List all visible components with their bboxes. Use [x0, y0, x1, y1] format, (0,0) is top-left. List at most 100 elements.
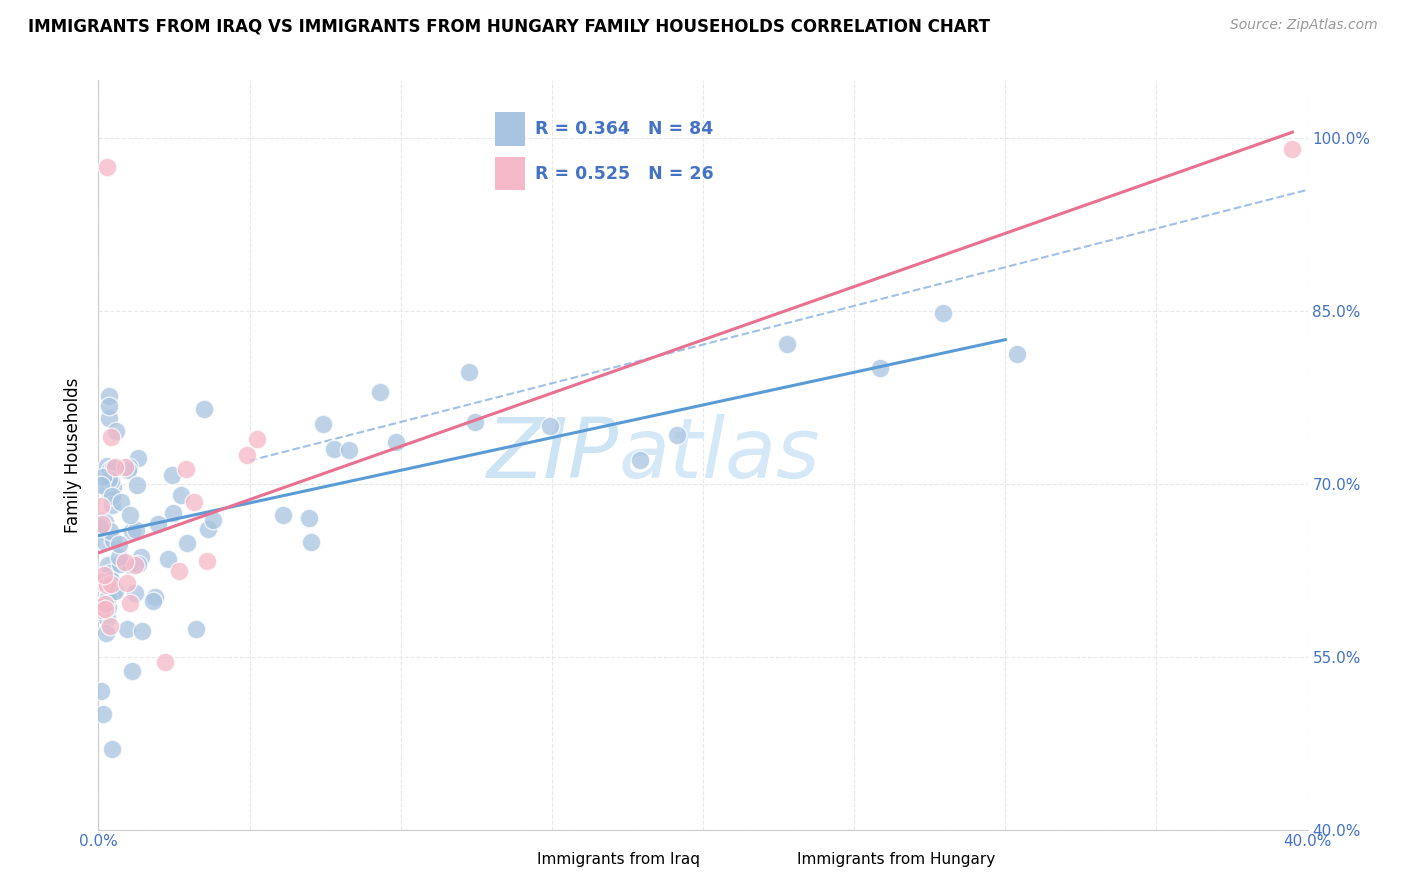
Point [100, 498, 122, 512]
Point [195, 554, 218, 568]
Point [193, 402, 215, 417]
Point [97, 590, 120, 604]
Point [183, 495, 205, 509]
Point [458, 365, 481, 379]
Point [89, 514, 111, 528]
Point [1281, 143, 1303, 157]
Point [628, 453, 651, 467]
Point [121, 524, 143, 538]
Point [124, 558, 146, 572]
Point [538, 419, 561, 434]
Point [100, 574, 122, 588]
Point [153, 656, 176, 670]
Point [94, 626, 117, 640]
Point [666, 428, 689, 442]
Text: Immigrants from Hungary: Immigrants from Hungary [797, 853, 995, 867]
Point [90, 477, 112, 491]
Point [176, 536, 198, 550]
Point [100, 474, 122, 488]
Point [104, 459, 127, 474]
Point [114, 555, 136, 569]
Point [121, 664, 143, 678]
Point [117, 463, 139, 477]
Point [93, 567, 115, 582]
Point [931, 306, 953, 320]
Point [89, 600, 111, 615]
Point [118, 558, 141, 572]
Point [110, 494, 132, 508]
Text: IMMIGRANTS FROM IRAQ VS IMMIGRANTS FROM HUNGARY FAMILY HOUSEHOLDS CORRELATION CH: IMMIGRANTS FROM IRAQ VS IMMIGRANTS FROM … [28, 18, 990, 36]
Point [124, 585, 146, 599]
Point [385, 435, 408, 450]
Point [97, 400, 120, 414]
Point [170, 488, 193, 502]
Point [236, 448, 259, 462]
Point [90, 684, 112, 698]
Point [142, 594, 165, 608]
Point [146, 516, 169, 531]
Point [100, 577, 122, 591]
Point [98, 619, 121, 633]
Point [93, 469, 115, 483]
Point [91, 516, 114, 531]
Point [246, 432, 269, 446]
Point [91, 603, 114, 617]
Point [94, 602, 117, 616]
Point [156, 552, 179, 566]
Point [98, 463, 121, 477]
Point [1007, 347, 1029, 361]
Text: atlas: atlas [619, 415, 820, 495]
Point [94, 597, 117, 611]
Point [96, 160, 118, 174]
Point [107, 536, 129, 550]
Point [162, 468, 184, 483]
Y-axis label: Family Households: Family Households [65, 377, 83, 533]
Point [105, 425, 128, 439]
Point [197, 522, 219, 536]
Point [114, 459, 136, 474]
Point [127, 558, 149, 572]
Point [125, 478, 148, 492]
Point [464, 415, 486, 429]
Point [108, 549, 131, 564]
Point [90, 605, 112, 619]
Point [131, 624, 153, 638]
Point [89, 518, 111, 533]
Point [96, 611, 118, 625]
Text: ZIP: ZIP [486, 415, 619, 495]
Point [101, 489, 124, 503]
Point [120, 597, 142, 611]
Point [98, 389, 121, 403]
Point [118, 508, 141, 522]
Text: Immigrants from Iraq: Immigrants from Iraq [537, 853, 700, 867]
Point [201, 513, 224, 527]
Text: Source: ZipAtlas.com: Source: ZipAtlas.com [1230, 18, 1378, 32]
Point [101, 583, 124, 598]
Point [90, 499, 112, 513]
Point [776, 336, 799, 351]
Point [167, 564, 190, 578]
Point [94, 515, 117, 529]
Point [108, 558, 131, 572]
Point [370, 384, 392, 399]
Point [94, 535, 117, 549]
Point [98, 410, 121, 425]
Point [143, 591, 166, 605]
Point [90, 574, 112, 589]
Point [337, 442, 360, 457]
Point [299, 535, 322, 549]
Point [127, 450, 149, 465]
Point [98, 566, 121, 580]
Point [97, 599, 120, 614]
Point [115, 576, 138, 591]
Point [124, 523, 146, 537]
Point [101, 461, 124, 475]
Point [271, 508, 294, 522]
Point [184, 622, 207, 636]
Point [162, 506, 184, 520]
Point [174, 462, 197, 476]
Point [101, 479, 124, 493]
Point [97, 483, 120, 497]
Point [96, 578, 118, 592]
Point [89, 574, 111, 589]
